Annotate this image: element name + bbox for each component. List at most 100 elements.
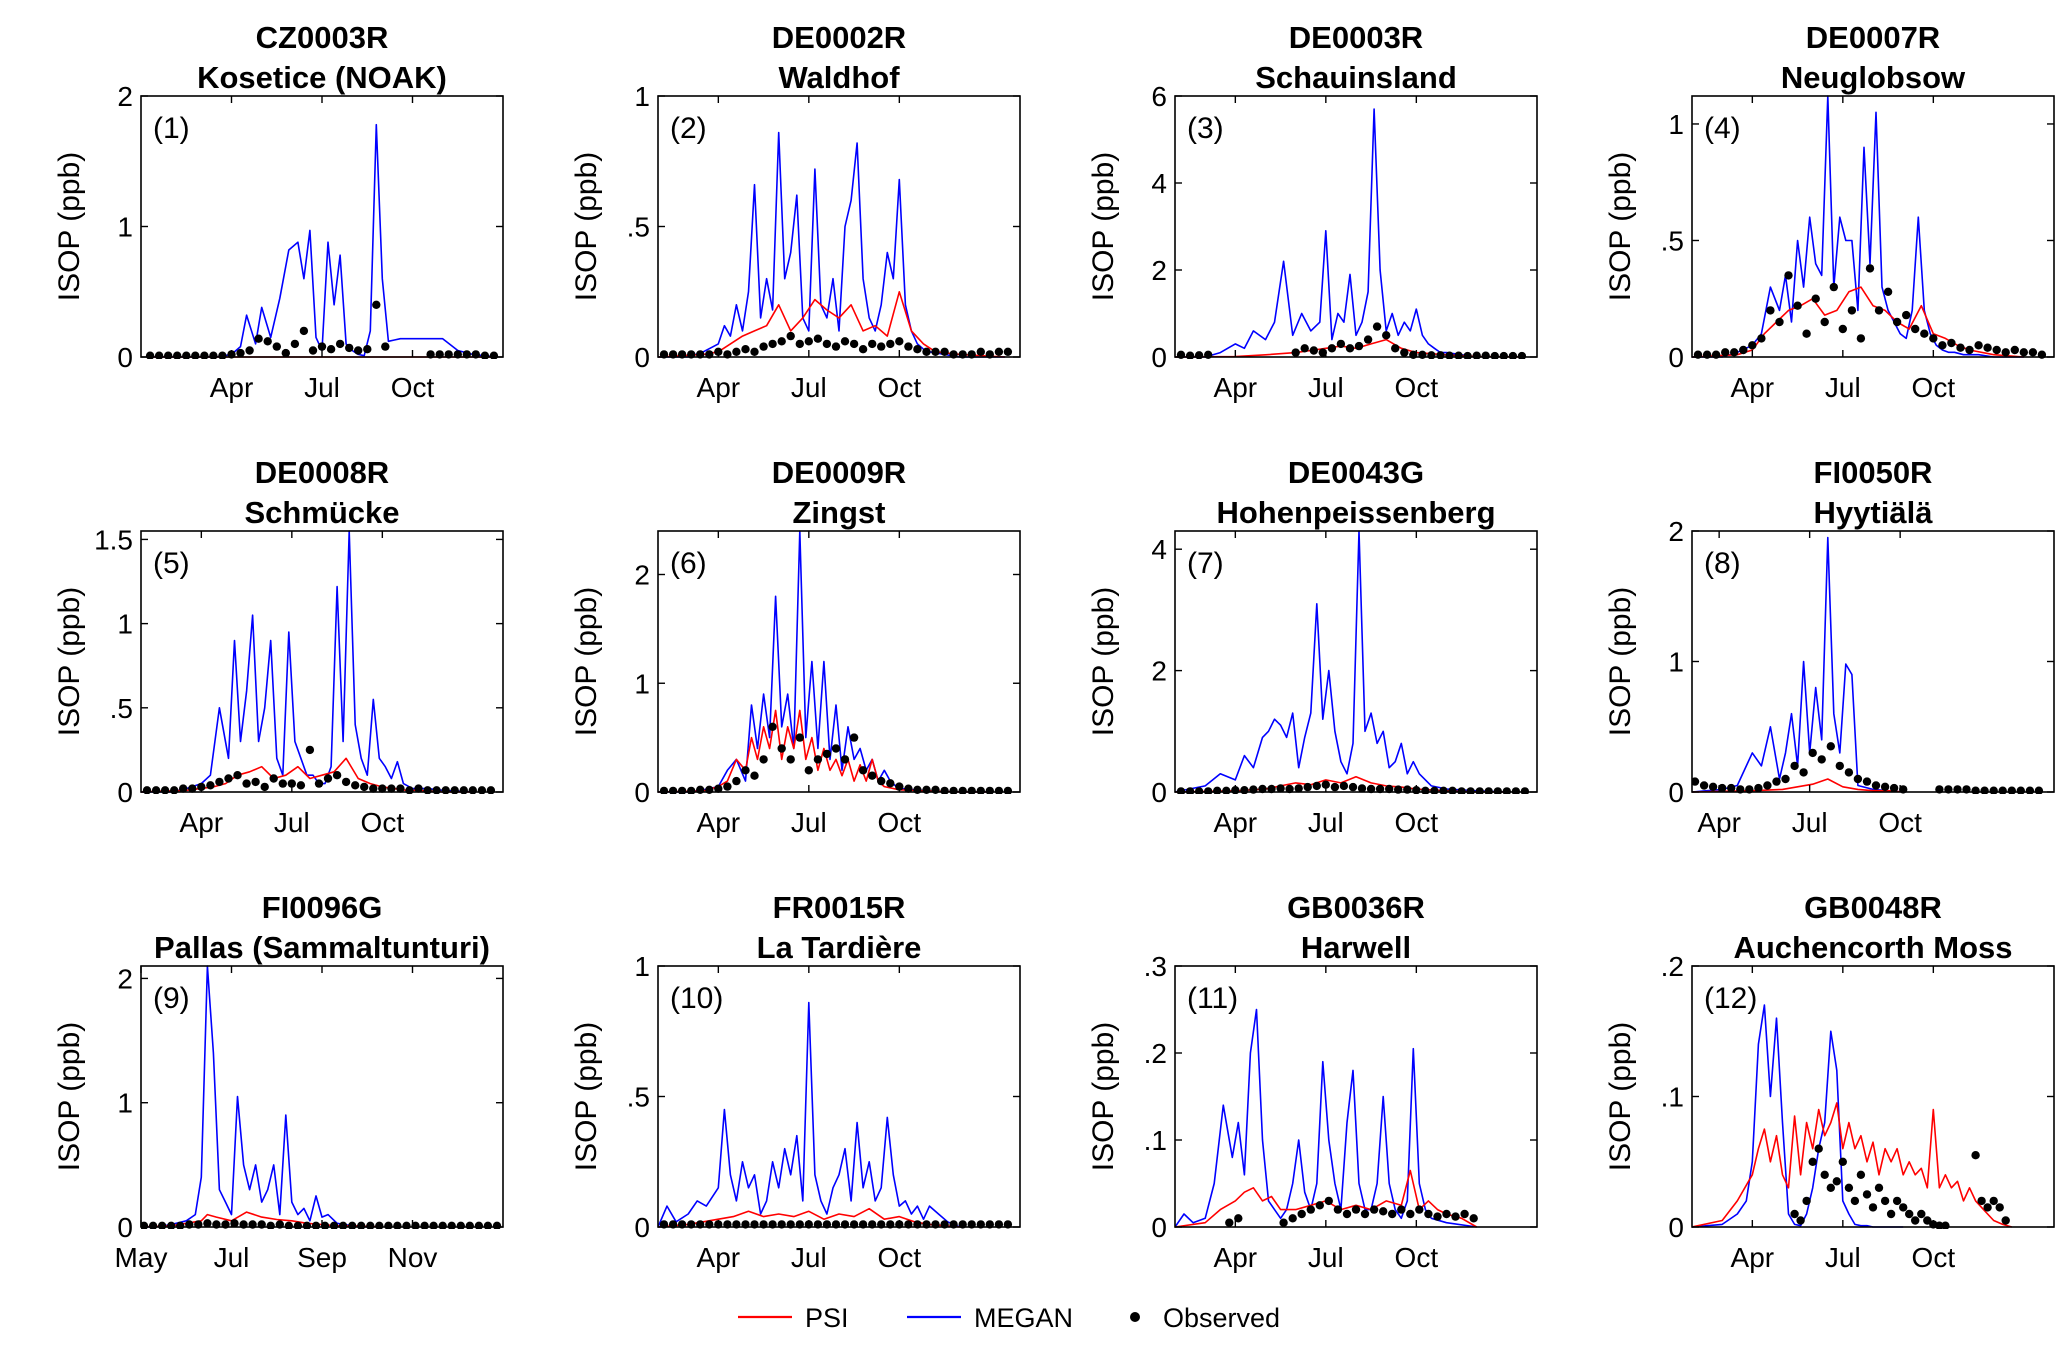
observed-point [450, 786, 459, 794]
observed-point [1472, 351, 1481, 359]
observed-point [188, 784, 197, 793]
legend-psi-label: PSI [805, 1303, 849, 1333]
observed-point [1382, 331, 1391, 340]
legend-observed-marker [1130, 1312, 1140, 1322]
observed-point [1727, 783, 1736, 793]
y-tick-label: 0 [1668, 342, 1684, 373]
observed-point [1874, 306, 1884, 315]
observed-point [1992, 345, 2001, 355]
panel-number: (1) [153, 112, 190, 145]
observed-point [1838, 1157, 1848, 1167]
observed-point [804, 766, 813, 775]
observed-point [1880, 1196, 1890, 1206]
observed-point [1730, 348, 1739, 357]
observed-point [895, 337, 904, 346]
observed-point [1826, 742, 1836, 751]
observed-point [976, 347, 985, 356]
x-tick-label: Apr [1214, 1242, 1258, 1273]
observed-point [329, 1221, 339, 1229]
observed-point [1388, 1209, 1397, 1219]
axes-frame [1174, 530, 1538, 793]
x-tick-label: Jul [304, 372, 340, 403]
observed-point [465, 1221, 474, 1229]
observed-point [1279, 1218, 1288, 1227]
observed-point [1324, 1196, 1334, 1206]
panel-station-code: DE0009R [772, 455, 906, 490]
observed-point [913, 345, 922, 354]
observed-point [1790, 761, 1799, 771]
observed-point [160, 786, 170, 794]
observed-point [432, 786, 441, 794]
panel-site-name: Hohenpeissenberg [1216, 495, 1495, 530]
y-tick-label: 0 [1151, 777, 1167, 808]
observed-point [1874, 1183, 1884, 1193]
panel-number: (3) [1187, 112, 1224, 145]
y-tick-label: .1 [1661, 1082, 1684, 1113]
observed-point [1699, 781, 1709, 790]
y-tick-label: 0 [1668, 777, 1684, 808]
observed-point [886, 339, 895, 349]
y-axis-label: ISOP (ppb) [570, 587, 603, 737]
observed-point [1421, 786, 1430, 794]
observed-point [311, 1221, 321, 1229]
panel-station-code: GB0036R [1287, 890, 1425, 925]
observed-point [1941, 1221, 1950, 1229]
observed-point [1862, 777, 1872, 786]
panel-site-name: Waldhof [778, 60, 900, 95]
observed-point [317, 342, 327, 351]
observed-point [1445, 351, 1454, 359]
observed-point [1692, 777, 1700, 786]
chart-panel: DE0043G Hohenpeissenberg 0 2 4 Apr Jul Oct ISOP … [1087, 455, 1538, 838]
observed-point [393, 1221, 402, 1229]
observed-point [1397, 1205, 1406, 1214]
observed-point [741, 345, 750, 354]
y-axis-label: ISOP (ppb) [53, 587, 86, 737]
y-tick-label: 1.5 [94, 524, 133, 555]
x-tick-label: Jul [791, 1242, 827, 1273]
observed-point [1336, 339, 1346, 349]
observed-point [1363, 335, 1373, 344]
observed-point [251, 777, 260, 787]
y-tick-label: 2 [117, 963, 133, 994]
axes-frame [1691, 530, 2055, 793]
observed-point [1965, 345, 1974, 355]
observed-point [1835, 761, 1845, 771]
observed-point [308, 346, 318, 355]
observed-point [1814, 1144, 1823, 1153]
observed-point [1739, 345, 1748, 355]
observed-point [1225, 1218, 1234, 1227]
observed-point [985, 786, 994, 794]
y-axis-label: ISOP (ppb) [53, 1022, 86, 1172]
observed-point [949, 786, 958, 794]
observed-point [1763, 781, 1772, 790]
x-tick-label: Jul [791, 807, 827, 838]
observed-point [1793, 301, 1802, 310]
observed-point [840, 755, 850, 764]
megan-series-line [658, 131, 1005, 358]
megan-series-line [1175, 530, 1507, 793]
observed-point [1379, 1207, 1388, 1216]
observed-point [1297, 1209, 1306, 1219]
observed-point [420, 1221, 429, 1229]
x-tick-label: Jul [1792, 807, 1828, 838]
observed-point [2010, 345, 2020, 355]
megan-series-line [141, 965, 368, 1228]
observed-point [260, 782, 269, 792]
observed-point [768, 722, 777, 731]
observed-point [335, 339, 345, 349]
observed-point [831, 342, 841, 351]
observed-point [967, 786, 976, 794]
observed-point [741, 766, 750, 775]
observed-point [877, 342, 886, 351]
observed-point [1989, 786, 1998, 794]
psi-series-line [1692, 1102, 2013, 1228]
observed-point [215, 777, 224, 787]
observed-point [1294, 784, 1303, 793]
chart-panel: GB0048R Auchencorth Moss 0 .1 .2 Apr Jul Oct ISO… [1604, 890, 2055, 1273]
observed-point [1517, 351, 1527, 359]
observed-point [1194, 351, 1204, 359]
observed-point [831, 744, 841, 753]
megan-series-line [1175, 1008, 1477, 1228]
observed-point [296, 781, 306, 790]
observed-point [1856, 334, 1866, 343]
